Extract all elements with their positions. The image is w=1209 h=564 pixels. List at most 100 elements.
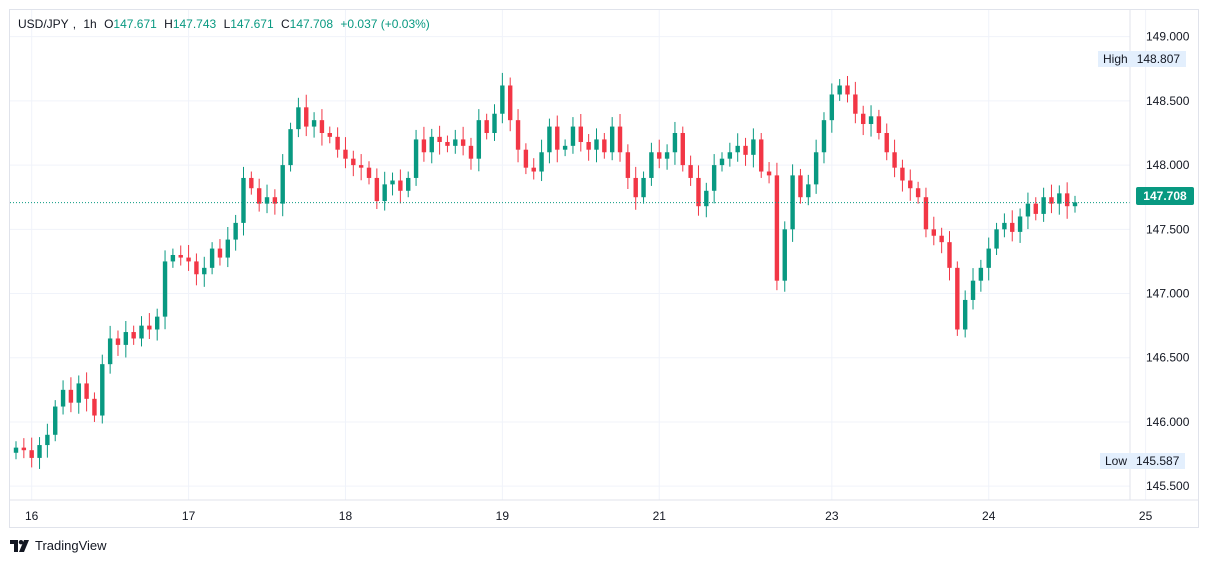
candle-body (319, 120, 325, 133)
candle-body (29, 450, 34, 458)
candle-body (782, 229, 787, 281)
candle-body (523, 149, 529, 168)
tradingview-logo[interactable]: TradingView (10, 538, 107, 553)
low-marker: Low 145.587 (1100, 453, 1186, 469)
candle-body (406, 177, 411, 191)
candle-body (1025, 203, 1031, 217)
interval-separator: , (72, 17, 77, 31)
price-tick-label: 149.000 (1146, 30, 1190, 44)
close-key: C (280, 17, 290, 31)
price-tick-label: 146.500 (1146, 351, 1190, 365)
candle-body (476, 120, 482, 159)
candle-body (335, 136, 340, 150)
candle-body (735, 145, 740, 153)
candle-body (178, 255, 183, 258)
grid-layer (10, 10, 1147, 500)
candle-body (209, 248, 215, 268)
time-tick-label: 25 (1139, 509, 1153, 523)
candle-body (986, 248, 991, 268)
candle-body (970, 280, 976, 300)
candle-body (155, 316, 160, 330)
candle-body (868, 116, 874, 125)
symbol-label[interactable]: USD/JPY (18, 17, 69, 31)
candle-body (1064, 193, 1070, 207)
interval-label[interactable]: 1h (83, 17, 97, 31)
candle-layer (13, 72, 1078, 469)
candle-body (845, 85, 850, 95)
candle-body (829, 94, 835, 121)
candle-body (1010, 222, 1015, 232)
candle-body (617, 126, 623, 153)
candle-body (453, 139, 458, 146)
candle-body (398, 180, 403, 191)
time-tick-label: 17 (182, 509, 196, 523)
tradingview-icon (10, 539, 29, 552)
price-tick-label: 148.500 (1146, 94, 1190, 108)
candle-body (264, 197, 270, 204)
candle-body (343, 149, 348, 159)
candle-body (296, 107, 301, 130)
candle-body (743, 145, 748, 155)
time-tick-label: 23 (825, 509, 839, 523)
candle-body (900, 167, 905, 181)
price-tick-label: 145.500 (1146, 479, 1190, 493)
last-price-badge: 147.708 (1136, 187, 1194, 205)
candle-body (202, 267, 207, 275)
candle-body (947, 242, 952, 268)
candle-body (390, 180, 395, 185)
candle-body (774, 175, 780, 281)
candle-body (413, 139, 419, 178)
candle-body (594, 139, 599, 150)
candle-body (994, 229, 999, 249)
candle-body (515, 120, 521, 150)
price-tick-label: 147.000 (1146, 287, 1190, 301)
candle-body (931, 229, 936, 236)
candle-body (421, 139, 427, 153)
candle-body (468, 145, 474, 159)
candle-body (727, 152, 733, 159)
low-key: L (223, 17, 231, 31)
candle-body (680, 133, 685, 166)
candle-body (547, 126, 552, 153)
candle-body (704, 190, 709, 207)
low-value: 147.671 (230, 17, 274, 31)
low-marker-value: 145.587 (1132, 453, 1186, 469)
candle-body (382, 184, 387, 202)
candle-body (688, 165, 693, 178)
candle-body (751, 139, 756, 155)
candle-body (821, 120, 827, 153)
high-marker-label: High (1098, 51, 1133, 67)
candle-body (366, 167, 372, 178)
candle-body (766, 171, 772, 176)
price-tick-label: 147.500 (1146, 222, 1190, 236)
time-axis[interactable]: 161718192123242518:0 (25, 509, 1209, 523)
low-marker-label: Low (1100, 453, 1133, 469)
candle-body (649, 152, 654, 178)
candle-body (358, 165, 364, 168)
candle-body (562, 145, 568, 150)
candle-body (719, 158, 725, 166)
candle-body (45, 434, 50, 446)
candle-body (759, 139, 764, 172)
candle-body (1041, 197, 1046, 214)
candle-body (225, 239, 230, 258)
candle-body (500, 85, 505, 114)
candle-body (256, 188, 262, 204)
candle-body (508, 85, 513, 121)
candle-body (37, 445, 42, 458)
candle-body (147, 325, 152, 330)
high-marker: High 148.807 (1098, 51, 1187, 67)
price-axis[interactable]: 149.000 148.500 148.000 147.500 147.000 146.5… (1146, 30, 1190, 493)
candle-body (531, 167, 536, 172)
time-tick-label: 24 (982, 509, 996, 523)
high-key: H (164, 17, 173, 31)
candle-body (272, 197, 278, 204)
candle-body (484, 120, 489, 133)
candle-body (1002, 222, 1007, 230)
chart-frame[interactable] (9, 9, 1199, 528)
candle-body (978, 267, 984, 281)
candle-body (555, 126, 560, 150)
candle-body (492, 113, 497, 133)
candle-body (100, 364, 105, 416)
